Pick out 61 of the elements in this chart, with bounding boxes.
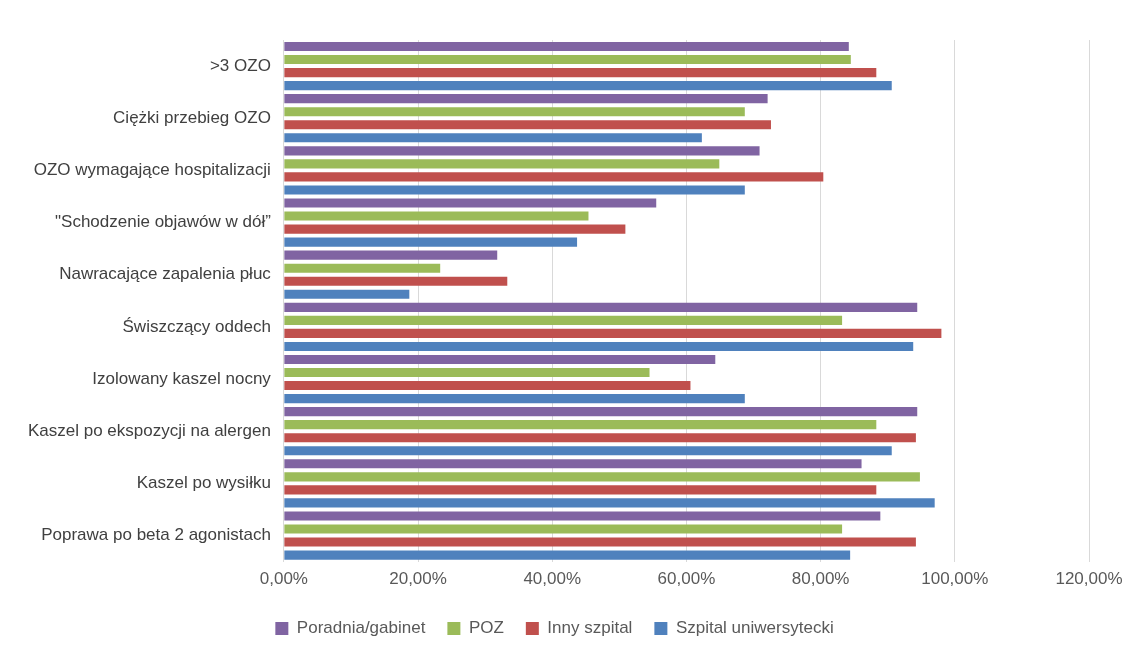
y-tick-label: Świszczący oddech [122,316,271,336]
bar [284,341,914,351]
bar [284,381,691,391]
bar [284,328,942,338]
bar [284,433,916,443]
bar [284,237,578,247]
bar [284,211,589,221]
x-tick-label: 20,00% [389,569,447,589]
x-tick-label: 60,00% [657,569,716,589]
bar [284,524,843,534]
bar [284,407,918,417]
y-tick-label: >3 OZO [209,55,271,75]
y-tick-label: Izolowany kaszel nocny [92,368,272,388]
y-tick-label: Kaszel po ekspozycji na alergen [27,420,271,440]
bar [284,120,771,130]
x-tick-label: 100,00% [921,569,989,589]
bar [284,133,702,143]
bar [284,146,760,156]
x-tick-label: 120,00% [1055,569,1123,589]
bar [284,511,881,521]
bar [284,498,935,508]
bar [284,185,745,195]
bar [284,537,916,547]
x-tick-label: 40,00% [523,569,582,589]
bar [284,172,824,182]
bar [284,302,918,312]
bar [284,94,768,104]
bar [284,289,410,299]
bar [284,394,745,404]
bar [284,198,657,208]
bar [284,263,441,273]
y-tick-label: Ciężki przebieg OZO [113,107,271,127]
bar [284,68,877,78]
bar [284,459,862,469]
legend-label: Poradnia/gabinet [296,618,426,638]
y-tick-label: Poprawa po beta 2 agonistach [41,525,271,545]
bar [284,420,877,430]
legend-label: Szpital uniwersytecki [675,618,834,638]
y-tick-label: Nawracające zapalenia płuc [59,264,272,284]
bar [284,41,849,52]
bar [284,472,920,482]
y-tick-label: OZO wymagające hospitalizacji [33,160,271,180]
legend-label: Inny szpital [547,618,633,638]
bar [284,81,892,91]
bar [284,159,720,169]
bar [284,446,892,456]
x-tick-label: 0,00% [259,569,308,589]
bar [284,107,745,117]
bar [284,276,508,286]
bar [284,250,498,260]
x-tick-label: 80,00% [791,569,850,589]
bar [284,367,650,378]
y-tick-label: "Schodzenie objawów w dół” [55,212,272,232]
bar [284,224,626,234]
bar [284,354,716,365]
legend-label: POZ [468,618,504,638]
bar [284,550,851,560]
bar [284,55,851,65]
bar [284,315,843,325]
y-tick-label: Kaszel po wysiłku [136,473,271,493]
bar [284,485,877,495]
